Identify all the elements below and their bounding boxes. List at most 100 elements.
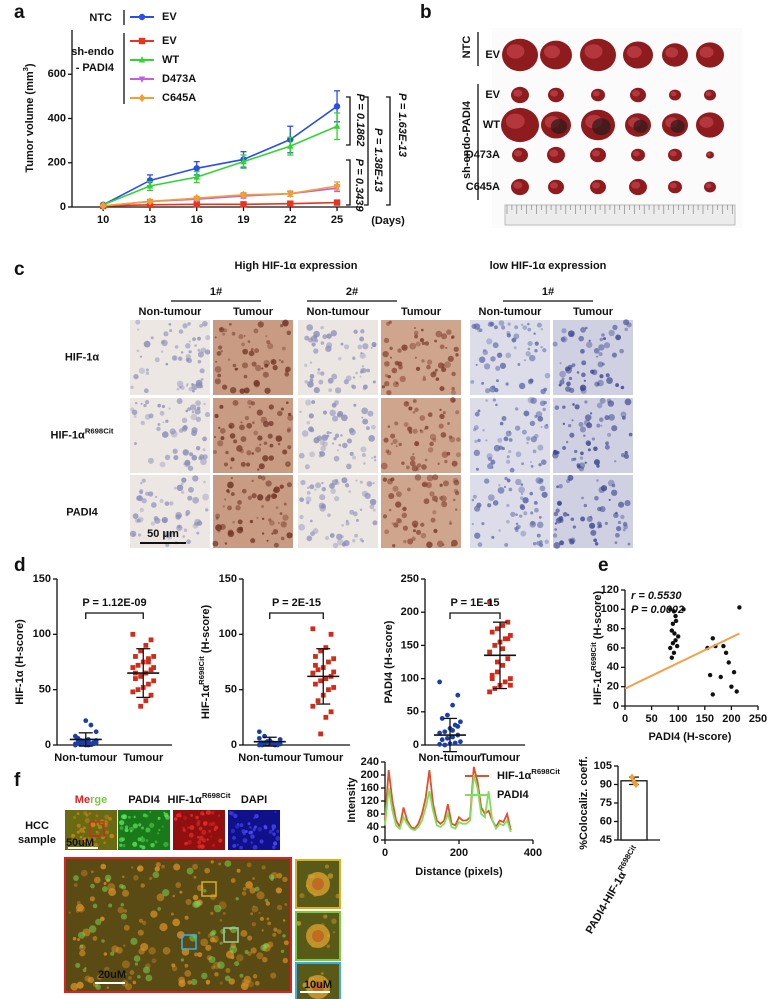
group-label: NTC [461,36,473,59]
cell [370,346,373,349]
panel-letter: a [14,2,25,23]
cell [527,327,532,332]
cell [359,375,362,378]
cell [572,525,577,529]
cell [552,341,558,347]
cell [536,521,544,529]
cell [257,494,264,501]
cell [212,843,215,847]
cell [75,962,81,968]
cell [257,435,263,441]
cell [251,905,259,913]
marker [93,729,99,735]
cell [343,344,350,350]
cell [567,364,573,370]
cell [308,413,314,419]
p-bracket [386,96,391,206]
cell [189,452,194,457]
cell [181,417,188,423]
cell [170,912,174,916]
x-tick-label: 250 [749,713,767,725]
cell [169,428,176,435]
cell [508,487,513,492]
cell [340,414,348,422]
cell [213,435,217,439]
cell [521,462,524,466]
crop-nucleus [312,930,324,942]
cell [95,830,98,834]
marker [240,157,247,165]
y-tick-label: 160 [361,782,379,794]
cell [429,433,437,441]
p-value: P = 2E-15 [272,597,321,609]
cell [79,827,85,833]
marker [331,669,337,675]
cell [193,875,197,879]
series-line [103,185,338,207]
text-part: Tumor volume (mm [24,71,36,172]
cell [322,410,328,415]
cell [519,514,523,518]
cell [185,510,191,515]
superscript: R698Cit [85,426,114,435]
cell [431,495,438,502]
y-tick-label: 60 [607,642,619,654]
x-tick-label: 150 [696,713,714,725]
x-tick-label: Non-tumour [419,752,483,764]
cell [68,842,71,846]
cell [583,379,586,382]
marker [83,718,89,724]
cell [131,409,138,416]
marker [143,698,149,704]
cell [282,514,289,521]
superscript: R698Cit [589,642,598,671]
marker [133,676,138,681]
cell [583,434,586,437]
cell [333,455,340,462]
cell [100,863,107,870]
cell [259,916,265,922]
cell [111,945,119,953]
y-tick-label: 100 [33,628,51,640]
cell [266,340,271,345]
cell [239,845,243,850]
cell [439,413,445,420]
cell [620,385,625,390]
cell [359,352,366,359]
cell [455,452,461,458]
cell [601,362,605,366]
cell [353,403,357,407]
cell [188,350,192,354]
cell [503,436,509,442]
y-axis-label: HIF-1αR698Cit (H-score) [197,605,212,720]
cell [270,972,277,979]
cell [247,980,254,988]
x-tick-label: 13 [144,214,156,226]
cell [413,524,418,528]
cell [171,355,178,361]
cell [269,520,275,526]
tumor-dark [592,118,611,136]
y-tick-label: 250 [401,573,419,585]
cell [485,439,488,442]
cell [269,443,274,448]
marker [240,190,247,199]
cell [623,453,629,459]
cell [321,487,327,492]
cell [421,328,424,332]
cell [277,410,283,417]
cell [224,462,228,467]
cell [384,373,389,378]
marker [489,676,495,681]
marker [138,76,146,83]
cell [506,503,510,508]
cell [530,436,537,443]
cell [164,501,170,506]
cell [78,931,86,939]
cell [491,535,495,539]
cell [522,325,528,330]
cell [419,415,426,421]
marker [508,676,513,681]
cell [278,359,281,362]
cell [236,843,239,847]
